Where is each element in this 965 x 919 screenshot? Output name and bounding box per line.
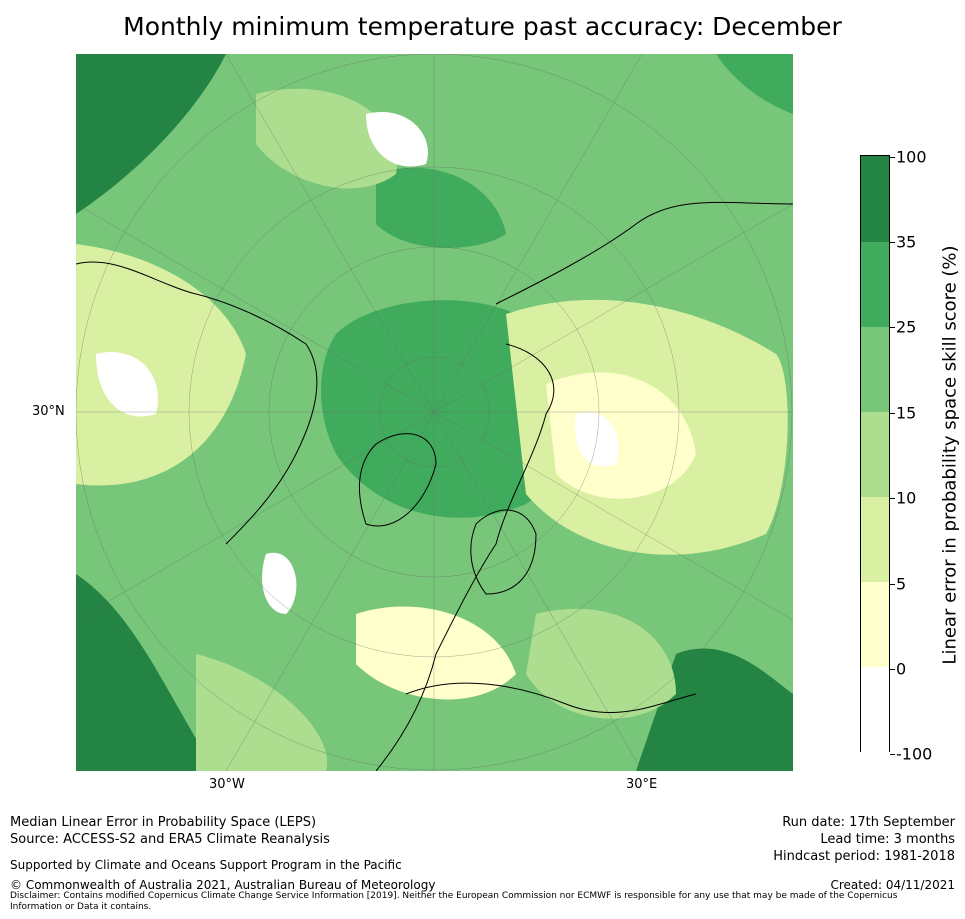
lon-label-30e: 30°E <box>626 777 658 792</box>
chart-title: Monthly minimum temperature past accurac… <box>123 12 842 41</box>
colorbar-label: Linear error in probability space skill … <box>939 245 961 665</box>
greenland-outline <box>358 433 437 527</box>
colorbar-tick-mark <box>890 327 895 328</box>
north-america-coast <box>76 261 318 545</box>
colorbar-tick-mark <box>890 413 895 414</box>
graticule <box>76 54 793 771</box>
colorbar-tick: 35 <box>896 232 917 252</box>
skill-regions <box>76 54 793 771</box>
colorbar-segment-2 <box>861 497 889 582</box>
colorbar-segment-6 <box>861 156 889 242</box>
hindcast-period: Hindcast period: 1981-2018 <box>773 849 955 864</box>
region-mid-north <box>376 167 506 248</box>
region-white-w <box>96 352 158 417</box>
colorbar-tick: 0 <box>896 659 907 679</box>
colorbar-tick: 25 <box>896 317 917 337</box>
colorbar-segment-0 <box>861 667 889 752</box>
colorbar-tick-mark <box>890 242 895 243</box>
colorbar-tick-mark <box>890 584 895 585</box>
footer-line1: Median Linear Error in Probability Space… <box>10 815 317 830</box>
footer-support: Supported by Climate and Oceans Support … <box>10 858 402 872</box>
disclaimer: Disclaimer: Contains modified Copernicus… <box>10 891 898 912</box>
region-white-sw <box>262 552 297 614</box>
mediterranean-coast <box>405 682 697 714</box>
footer-line2: Source: ACCESS-S2 and ERA5 Climate Reana… <box>10 832 330 847</box>
region-light-w <box>76 244 246 486</box>
scandinavia-coast <box>470 509 537 595</box>
colorbar-tick: 100 <box>896 147 927 167</box>
colorbar <box>860 155 890 752</box>
colorbar-tick: 10 <box>896 488 917 508</box>
colorbar-tick: 15 <box>896 403 917 423</box>
coastlines <box>76 201 793 771</box>
colorbar-tick: 5 <box>896 574 907 594</box>
region-dark-nw <box>76 54 226 214</box>
colorbar-tick-mark <box>890 669 895 670</box>
region-light-se <box>526 608 676 719</box>
footer-run-info: Run date: 17th September Lead time: 3 mo… <box>773 814 955 865</box>
region-dark-ne <box>716 54 793 114</box>
colorbar-segment-3 <box>861 412 889 497</box>
lead-time: Lead time: 3 months <box>820 832 955 847</box>
colorbar-segment-4 <box>861 327 889 412</box>
region-light-nw <box>256 88 397 189</box>
colorbar-segment-1 <box>861 582 889 667</box>
region-white-n <box>366 112 428 167</box>
colorbar-tick-mark <box>890 157 895 158</box>
region-dark-se <box>636 648 793 771</box>
run-date: Run date: 17th September <box>782 815 955 830</box>
lon-label-30w: 30°W <box>209 777 245 792</box>
eurasia-coast <box>375 201 793 771</box>
colorbar-tick-mark <box>890 498 895 499</box>
created-date: Created: 04/11/2021 <box>830 878 955 892</box>
region-mid-arctic <box>321 300 571 518</box>
colorbar-tick-mark <box>890 754 895 755</box>
region-pale-e <box>546 372 696 499</box>
skill-score-map <box>76 54 793 771</box>
lat-label-30n: 30°N <box>32 404 65 419</box>
colorbar-segment-5 <box>861 242 889 327</box>
region-dark-sw <box>76 574 216 771</box>
colorbar-tick: -100 <box>896 744 933 764</box>
footer-copyright: © Commonwealth of Australia 2021, Austra… <box>10 878 436 892</box>
footer-method: Median Linear Error in Probability Space… <box>10 814 330 848</box>
